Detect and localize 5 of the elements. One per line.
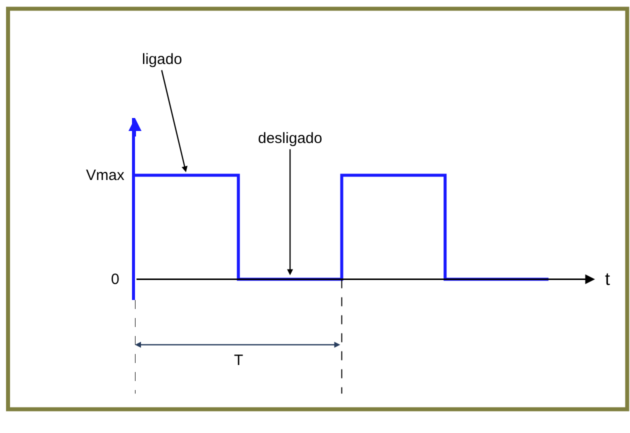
text: Vmax <box>86 167 125 184</box>
text: T <box>234 352 244 369</box>
text: 0 <box>111 271 120 288</box>
x-axis-title: t <box>605 269 610 289</box>
annotation: desligado <box>258 130 322 147</box>
